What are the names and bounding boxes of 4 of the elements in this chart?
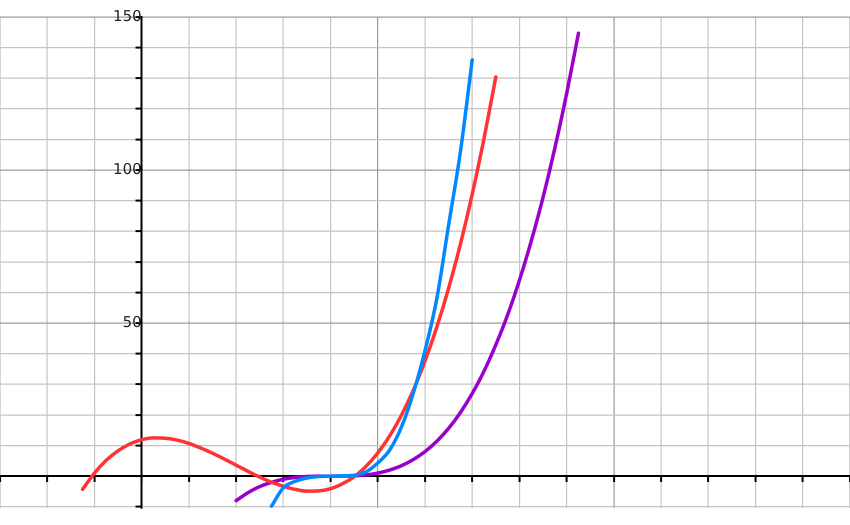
line-series [234, 31, 580, 502]
line-series [80, 75, 498, 493]
y-tick-label: 150 [113, 6, 142, 25]
line-series [270, 58, 474, 508]
